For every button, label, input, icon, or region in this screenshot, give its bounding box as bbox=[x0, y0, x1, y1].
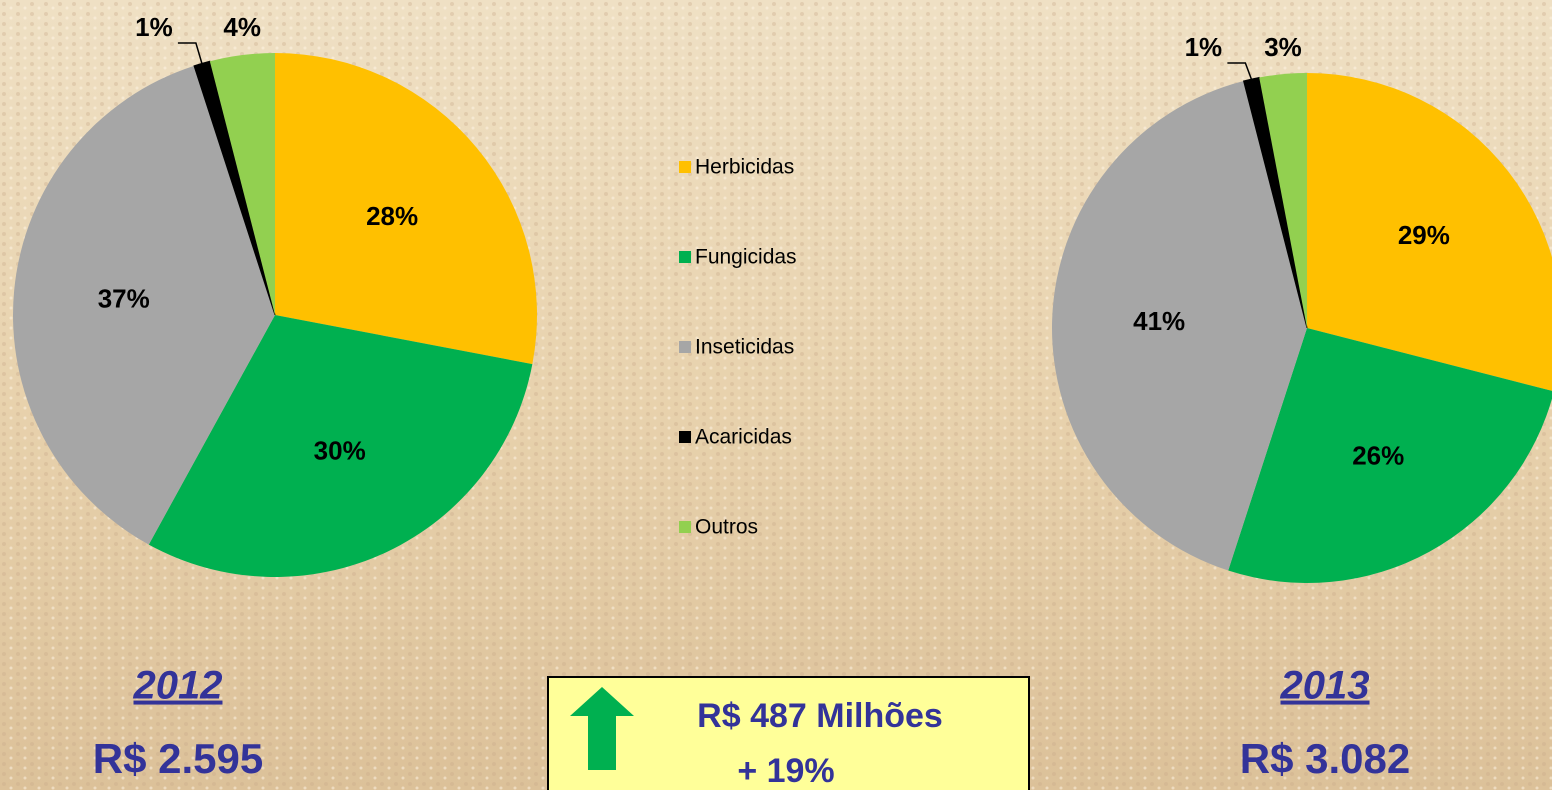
leader-line bbox=[177, 42, 203, 64]
pie-slice bbox=[193, 60, 276, 316]
data-label: 37% bbox=[98, 284, 150, 314]
legend-swatch bbox=[679, 251, 691, 263]
total-label: R$ 2.595 bbox=[93, 735, 263, 782]
total-label: R$ 3.082 bbox=[1240, 735, 1410, 782]
pie-slice bbox=[209, 53, 275, 315]
data-label: 29% bbox=[1398, 220, 1450, 250]
up-arrow bbox=[570, 687, 634, 770]
annotation-box bbox=[547, 676, 1030, 790]
data-label: 41% bbox=[1133, 306, 1185, 336]
legend-swatch bbox=[679, 521, 691, 533]
pie-slice bbox=[275, 53, 537, 365]
pie-slice bbox=[12, 65, 276, 545]
data-label: 26% bbox=[1352, 440, 1404, 470]
leader-line bbox=[1227, 62, 1253, 80]
legend-label: Inseticidas bbox=[695, 336, 794, 359]
pie-slice bbox=[1259, 73, 1307, 328]
legend-swatch bbox=[679, 161, 691, 173]
year-title: 2013 bbox=[1280, 664, 1370, 708]
data-label: 4% bbox=[223, 12, 261, 42]
data-label: 1% bbox=[1185, 32, 1223, 62]
data-label: 1% bbox=[135, 12, 173, 42]
legend-label: Outros bbox=[695, 516, 758, 539]
data-label: 28% bbox=[366, 201, 418, 231]
legend-swatch bbox=[679, 341, 691, 353]
pie-slice bbox=[148, 315, 533, 577]
annotation: + 19% bbox=[737, 752, 834, 790]
pie-slice bbox=[1228, 328, 1552, 583]
pie-slice bbox=[1307, 73, 1552, 391]
legend-swatch bbox=[679, 431, 691, 443]
data-label: 3% bbox=[1264, 32, 1302, 62]
year-title: 2012 bbox=[133, 664, 223, 708]
data-label: 30% bbox=[314, 435, 366, 465]
annotation: R$ 487 Milhões bbox=[697, 697, 943, 735]
legend-label: Herbicidas bbox=[695, 156, 794, 179]
legend-label: Acaricidas bbox=[695, 426, 792, 449]
legend-label: Fungicidas bbox=[695, 246, 797, 269]
pie-slice bbox=[1052, 81, 1307, 571]
